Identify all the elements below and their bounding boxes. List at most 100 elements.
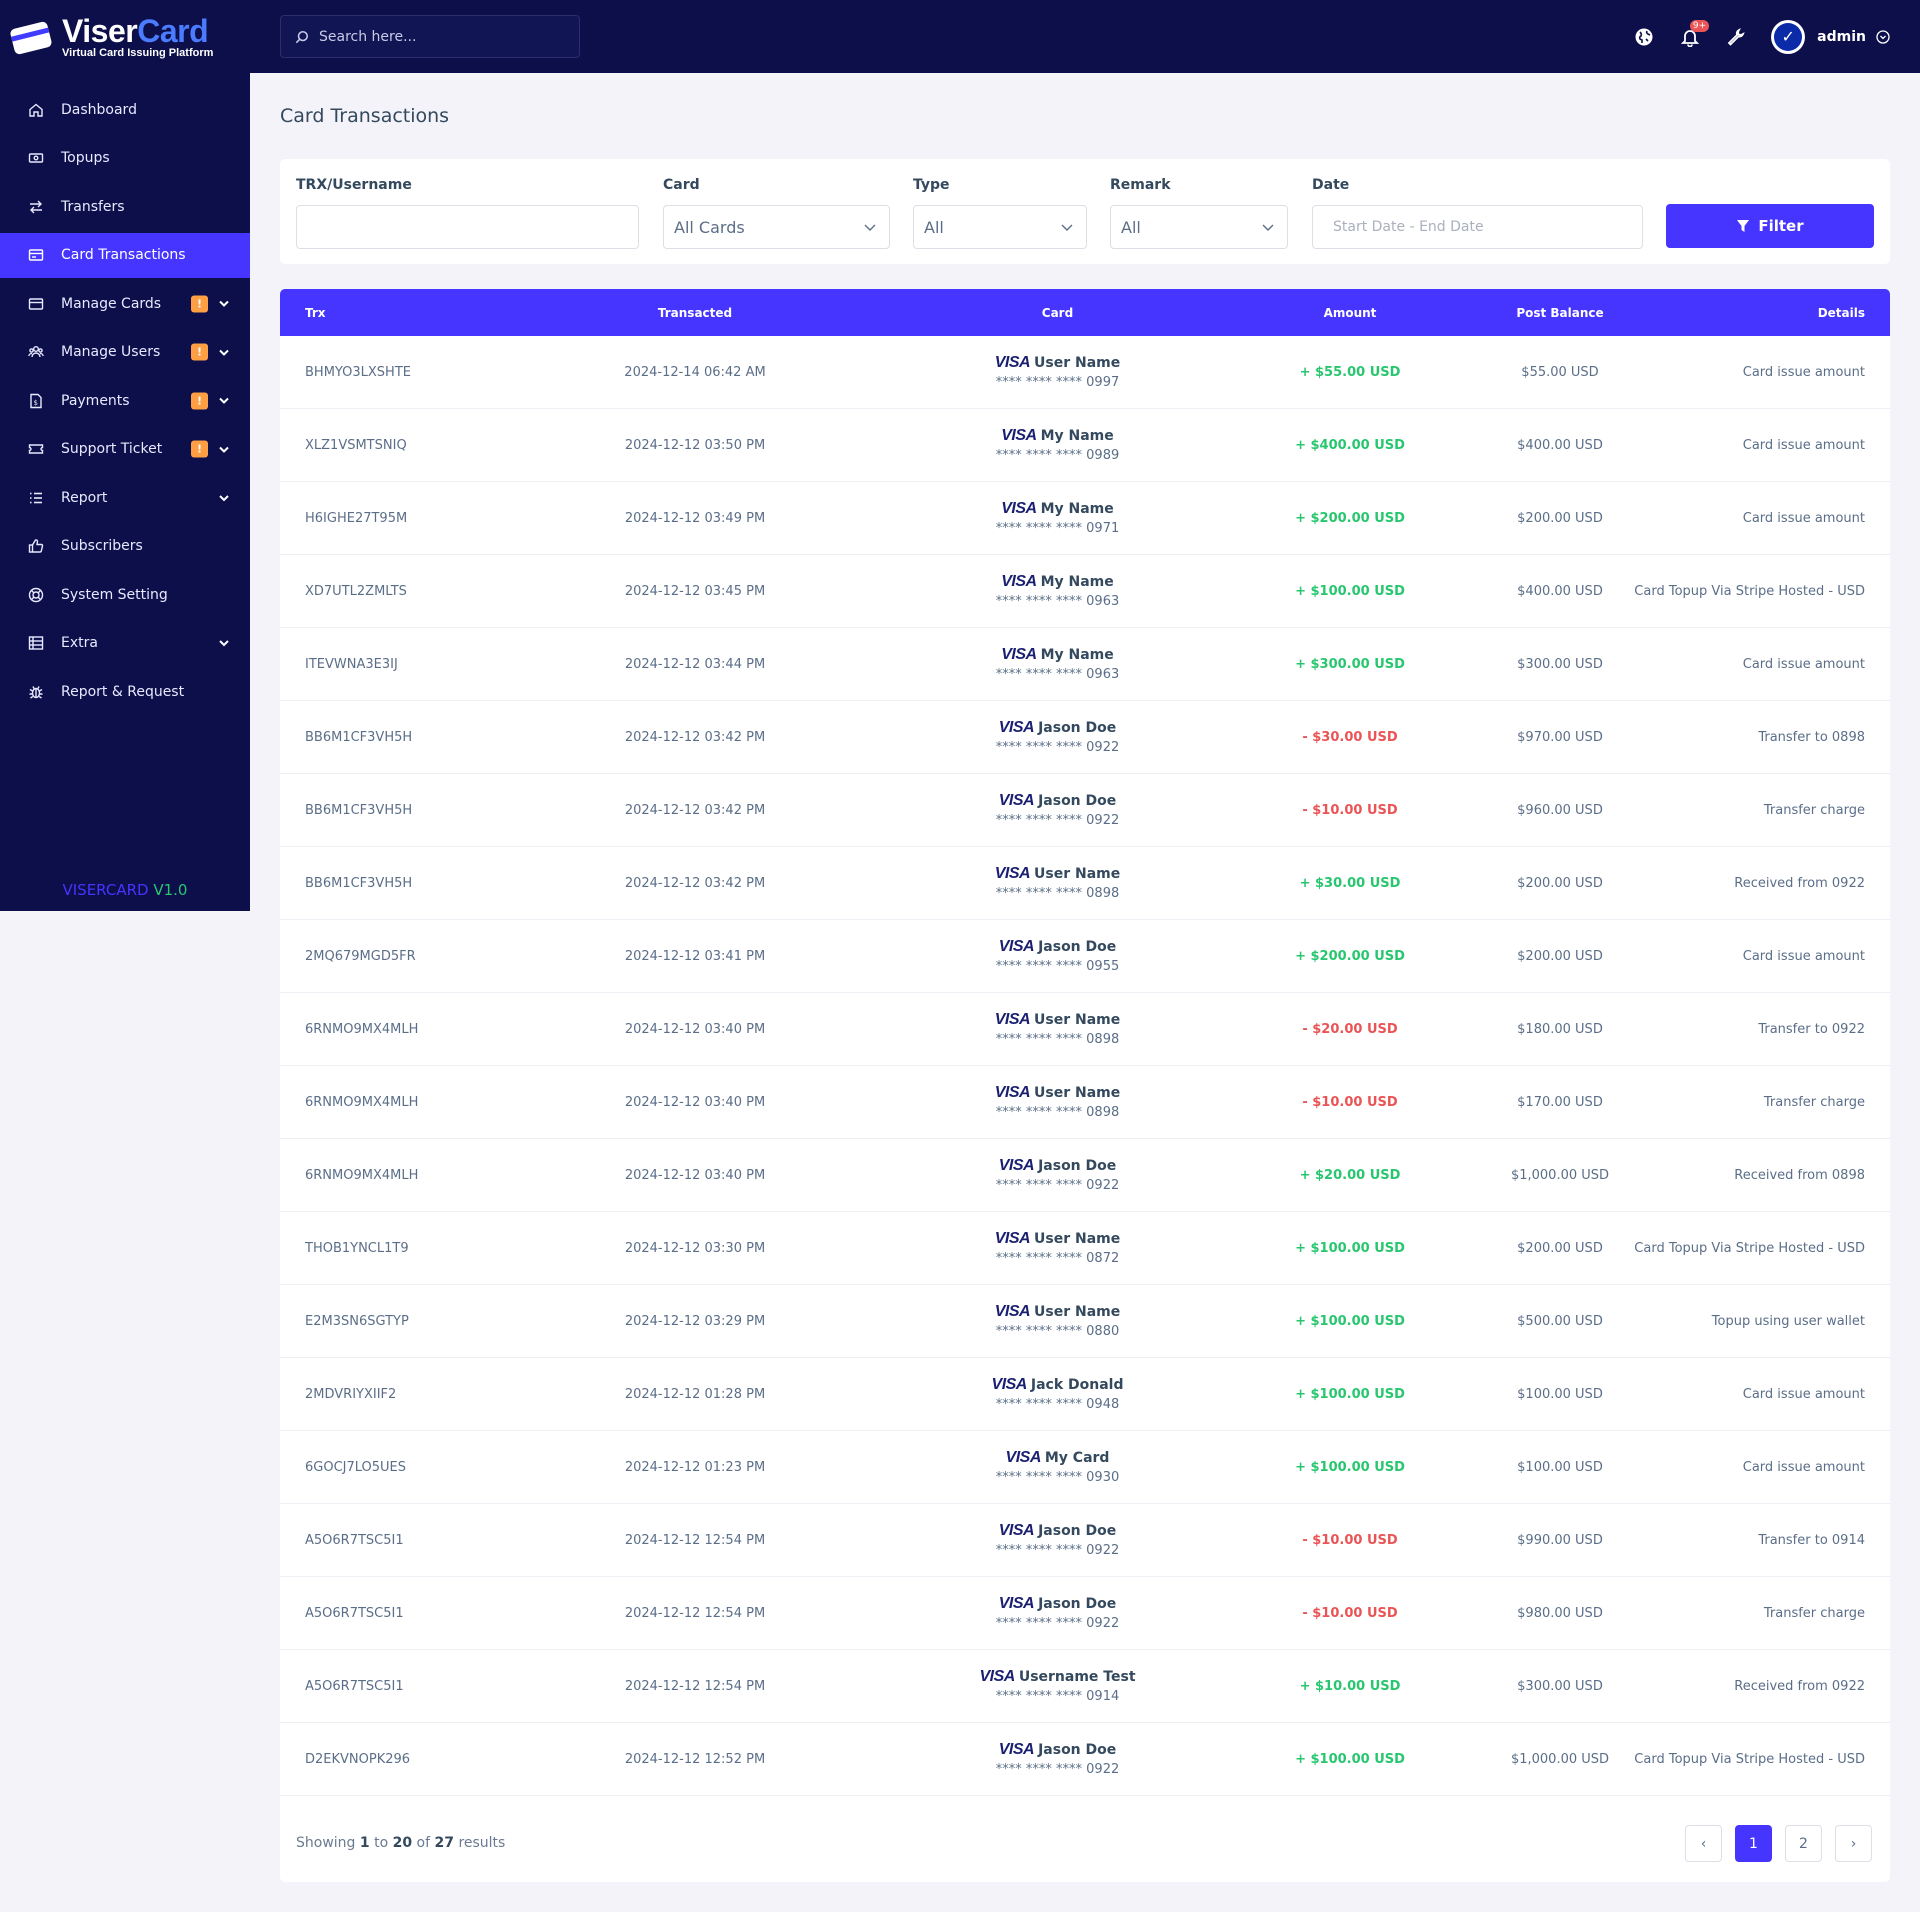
life-ring-icon [28, 587, 44, 603]
transacted-cell: 2024-12-12 12:52 PM [624, 1751, 766, 1767]
search-input[interactable]: Search here... [280, 15, 580, 58]
card-cell: VISA Jason Doe **** **** **** 0922 [870, 1723, 1245, 1795]
wrench-icon[interactable] [1725, 26, 1747, 48]
card-holder-name: My Name [1040, 428, 1114, 444]
table-row: A5O6R7TSC5I1 2024-12-12 12:54 PM VISA Usern… [280, 1650, 1890, 1723]
amount-cell: + $10.00 USD [1299, 1678, 1401, 1694]
sidebar-item-label: Support Ticket [61, 441, 163, 457]
remark-select[interactable]: All [1110, 205, 1288, 249]
table-header: Trx Transacted Card Amount Post Balance … [280, 289, 1890, 336]
page-title: Card Transactions [280, 105, 450, 127]
amount-cell: - $30.00 USD [1302, 729, 1398, 745]
visa-logo-icon: VISA [994, 1084, 1031, 1101]
transacted-cell: 2024-12-12 03:30 PM [624, 1240, 766, 1256]
transacted-cell: 2024-12-12 03:50 PM [624, 437, 766, 453]
transactions-table: Trx Transacted Card Amount Post Balance … [280, 289, 1890, 1882]
sidebar-item-dashboard[interactable]: Dashboard [0, 87, 250, 132]
table-row: THOB1YNCL1T9 2024-12-12 03:30 PM VISA User … [280, 1212, 1890, 1285]
sidebar-item-label: Report & Request [61, 683, 185, 700]
pagination-page-1[interactable]: 1 [1735, 1825, 1772, 1862]
table-row: 2MDVRIYXIIF2 2024-12-12 01:28 PM VISA Jack … [280, 1358, 1890, 1431]
post-balance-cell: $970.00 USD [1517, 729, 1603, 745]
visa-logo-icon: VISA [1001, 573, 1037, 590]
card-select[interactable]: All Cards [663, 205, 890, 249]
pagination-page-2[interactable]: 2 [1785, 1825, 1822, 1862]
remark-label: Remark [1110, 177, 1171, 193]
globe-icon[interactable] [1633, 26, 1655, 48]
trx-cell: 2MDVRIYXIIF2 [305, 1386, 397, 1402]
card-cell: VISA Jason Doe **** **** **** 0922 [870, 1504, 1245, 1576]
header-transacted: Transacted [657, 305, 733, 320]
admin-menu[interactable]: ✓ admin [1771, 19, 1890, 54]
transacted-cell: 2024-12-12 01:23 PM [624, 1459, 766, 1475]
transacted-cell: 2024-12-12 12:54 PM [624, 1678, 766, 1694]
post-balance-cell: $200.00 USD [1517, 875, 1603, 891]
card-number: **** **** **** 0922 [995, 813, 1120, 828]
header-details: Details [1817, 305, 1865, 320]
details-cell: Card issue amount [1742, 510, 1865, 526]
trx-cell: 6GOCJ7LO5UES [305, 1459, 407, 1475]
payment-icon: $ [28, 393, 44, 409]
date-range-input[interactable]: Start Date - End Date [1312, 205, 1643, 249]
card-select-value: All Cards [674, 217, 745, 237]
card-cell: VISA Jason Doe **** **** **** 0955 [870, 920, 1245, 992]
sidebar-item-extra[interactable]: Extra [0, 621, 250, 666]
visa-logo-icon: VISA [991, 1376, 1028, 1393]
table-row: XLZ1VSMTSNIQ 2024-12-12 03:50 PM VISA My Na… [280, 409, 1890, 482]
trx-input[interactable] [296, 205, 639, 249]
visa-logo-icon: VISA [998, 938, 1035, 955]
card-number: **** **** **** 0922 [995, 1616, 1120, 1631]
sidebar-item-manage-users[interactable]: Manage Users! [0, 330, 250, 375]
sidebar-item-manage-cards[interactable]: Manage Cards! [0, 281, 250, 326]
sidebar-item-card-transactions[interactable]: Card Transactions [0, 232, 250, 278]
table-footer: Showing 1 to 20 of 27 results ‹ 1 2 › [280, 1807, 1890, 1882]
card-holder-name: My Name [1040, 574, 1114, 590]
sidebar-item-payments[interactable]: $ Payments! [0, 378, 250, 423]
sidebar-item-label: Manage Cards [61, 295, 162, 312]
details-cell: Card issue amount [1742, 948, 1865, 964]
brand-logo[interactable]: ViserCard Virtual Card Issuing Platform [0, 0, 250, 73]
trx-cell: 6RNMO9MX4MLH [305, 1021, 419, 1037]
card-holder-name: Jason Doe [1038, 1596, 1117, 1612]
pagination-prev-button[interactable]: ‹ [1685, 1825, 1722, 1862]
sidebar-item-subscribers[interactable]: Subscribers [0, 524, 250, 569]
trx-cell: D2EKVNOPK296 [305, 1751, 411, 1767]
visa-logo-icon: VISA [998, 1157, 1035, 1174]
trx-cell: A5O6R7TSC5I1 [305, 1532, 404, 1548]
card-holder-name: My Card [1044, 1450, 1110, 1466]
amount-cell: - $20.00 USD [1302, 1021, 1398, 1037]
post-balance-cell: $180.00 USD [1517, 1021, 1603, 1037]
card-holder-name: User Name [1034, 1231, 1121, 1247]
visa-logo-icon: VISA [994, 865, 1031, 882]
sidebar-item-system-setting[interactable]: System Setting [0, 572, 250, 617]
date-label: Date [1312, 177, 1350, 193]
sidebar-item-label: Topups [61, 150, 110, 166]
post-balance-cell: $100.00 USD [1517, 1459, 1603, 1475]
trx-cell: XLZ1VSMTSNIQ [305, 437, 407, 453]
bug-icon [28, 684, 44, 700]
visa-logo-icon: VISA [994, 354, 1031, 371]
visa-logo-icon: VISA [1001, 500, 1037, 517]
sidebar-item-topups[interactable]: Topups [0, 136, 250, 181]
details-cell: Card issue amount [1742, 364, 1865, 380]
sidebar-item-support-ticket[interactable]: Support Ticket! [0, 427, 250, 472]
card-holder-name: User Name [1034, 1085, 1121, 1101]
sidebar-item-transfers[interactable]: Transfers [0, 184, 250, 229]
table-row: BB6M1CF3VH5H 2024-12-12 03:42 PM VISA Jason… [280, 701, 1890, 774]
sidebar-item-report-and-request[interactable]: Report & Request [0, 669, 250, 714]
card-number: **** **** **** 0914 [995, 1689, 1120, 1704]
filter-button[interactable]: Filter [1666, 204, 1874, 248]
details-cell: Transfer to 0922 [1758, 1021, 1865, 1037]
header-trx: Trx [305, 305, 326, 320]
pagination-next-button[interactable]: › [1835, 1825, 1872, 1862]
exchange-icon [28, 199, 44, 215]
amount-cell: + $30.00 USD [1299, 875, 1401, 891]
transacted-cell: 2024-12-12 03:29 PM [624, 1313, 766, 1329]
trx-cell: 6RNMO9MX4MLH [305, 1167, 419, 1183]
ticket-icon [28, 441, 44, 457]
type-label: Type [913, 177, 950, 193]
table-row: BHMYO3LXSHTE 2024-12-14 06:42 AM VISA User … [280, 336, 1890, 409]
type-select[interactable]: All [913, 205, 1087, 249]
sidebar-item-report[interactable]: Report [0, 475, 250, 520]
bell-icon[interactable]: 9+ [1679, 19, 1710, 48]
